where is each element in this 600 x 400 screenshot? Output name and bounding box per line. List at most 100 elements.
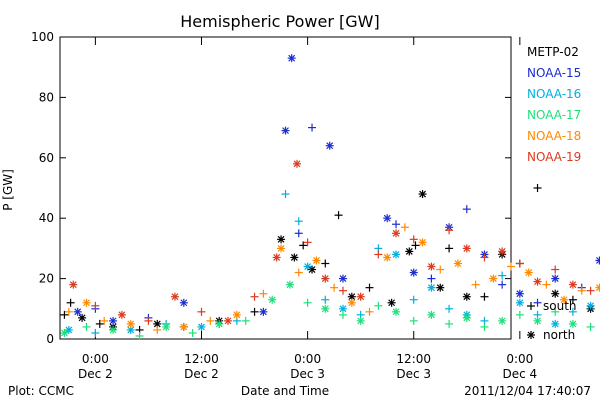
data-point bbox=[374, 301, 383, 310]
data-point bbox=[445, 244, 454, 253]
point-stroke bbox=[83, 299, 90, 307]
data-point bbox=[338, 274, 347, 283]
point-stroke bbox=[180, 323, 188, 331]
data-point bbox=[179, 322, 188, 331]
data-point bbox=[427, 262, 436, 271]
data-point bbox=[338, 286, 347, 295]
data-point bbox=[250, 307, 259, 316]
data-point bbox=[290, 253, 299, 262]
data-point bbox=[462, 313, 471, 322]
data-point bbox=[551, 319, 560, 328]
y-axis-ticks: 0 20 40 60 80 100 bbox=[31, 30, 511, 346]
y-tick-label: 40 bbox=[39, 211, 54, 225]
point-stroke bbox=[551, 275, 559, 283]
point-stroke bbox=[596, 259, 600, 264]
x-tick-date: Dec 2 bbox=[78, 367, 113, 381]
data-point bbox=[91, 301, 100, 310]
data-point bbox=[91, 328, 100, 337]
data-point bbox=[170, 292, 179, 301]
data-point bbox=[197, 322, 206, 331]
marker-legend: south north bbox=[527, 299, 577, 342]
data-point bbox=[277, 235, 286, 244]
marker-legend-label: south bbox=[543, 299, 577, 313]
data-point bbox=[325, 141, 334, 150]
data-point bbox=[82, 298, 91, 307]
point-stroke bbox=[569, 281, 577, 289]
data-point bbox=[489, 274, 498, 283]
data-point bbox=[135, 331, 144, 340]
x-tick-time: 0:00 bbox=[82, 352, 109, 366]
data-point bbox=[462, 205, 471, 214]
point-stroke bbox=[198, 323, 205, 331]
data-point bbox=[338, 310, 347, 319]
data-point bbox=[294, 217, 303, 226]
data-point bbox=[445, 319, 454, 328]
point-stroke bbox=[560, 296, 568, 304]
data-point bbox=[551, 265, 560, 274]
data-point bbox=[224, 316, 233, 325]
data-point bbox=[586, 322, 595, 331]
point-stroke bbox=[282, 127, 289, 135]
data-point bbox=[409, 295, 418, 304]
data-point bbox=[515, 259, 524, 268]
marker-legend-label: north bbox=[543, 328, 575, 342]
data-point bbox=[303, 298, 312, 307]
plot-frame bbox=[59, 36, 512, 340]
data-point bbox=[126, 319, 135, 328]
data-point bbox=[356, 292, 365, 301]
data-point bbox=[409, 235, 418, 244]
data-point bbox=[418, 190, 427, 199]
data-point bbox=[259, 307, 268, 316]
data-point bbox=[383, 214, 392, 223]
data-point bbox=[321, 295, 330, 304]
point-stroke bbox=[348, 299, 356, 307]
data-point bbox=[436, 283, 445, 292]
legend-series-label: NOAA-15 bbox=[527, 66, 581, 80]
data-point bbox=[411, 241, 420, 250]
data-point bbox=[405, 247, 414, 256]
point-stroke bbox=[392, 251, 400, 258]
data-point bbox=[524, 268, 533, 277]
data-point bbox=[507, 262, 515, 271]
point-stroke bbox=[215, 320, 223, 328]
y-tick-label: 60 bbox=[39, 151, 54, 165]
point-stroke bbox=[321, 275, 329, 283]
data-point bbox=[533, 298, 542, 307]
data-point bbox=[374, 250, 383, 259]
data-point bbox=[60, 328, 69, 337]
point-stroke bbox=[587, 302, 595, 310]
point-stroke bbox=[383, 214, 391, 222]
point-stroke bbox=[339, 305, 347, 313]
point-stroke bbox=[233, 311, 241, 319]
point-stroke bbox=[162, 323, 170, 331]
data-point bbox=[162, 322, 171, 331]
legend-series-label: NOAA-19 bbox=[527, 150, 581, 164]
data-point bbox=[498, 271, 507, 280]
point-stroke bbox=[273, 254, 281, 261]
x-tick-date: Dec 3 bbox=[290, 367, 325, 381]
data-point bbox=[308, 123, 317, 132]
point-stroke bbox=[463, 314, 471, 322]
plot-timestamp: 2011/12/04 17:40:07 bbox=[464, 384, 591, 398]
data-point bbox=[321, 259, 330, 268]
point-stroke bbox=[348, 293, 356, 301]
x-tick-date: Dec 2 bbox=[184, 367, 219, 381]
plot-credit: Plot: CCMC bbox=[8, 384, 74, 398]
data-point bbox=[533, 277, 542, 286]
point-stroke bbox=[454, 260, 462, 267]
x-tick-date: Dec 3 bbox=[396, 367, 431, 381]
legend-series-label: NOAA-17 bbox=[527, 108, 581, 122]
point-stroke bbox=[293, 160, 301, 168]
point-stroke bbox=[516, 299, 524, 307]
data-point bbox=[109, 316, 118, 325]
data-point bbox=[498, 316, 507, 325]
data-point bbox=[197, 307, 206, 316]
point-stroke bbox=[436, 284, 444, 292]
data-point bbox=[409, 268, 418, 277]
data-point bbox=[82, 322, 91, 331]
point-stroke bbox=[259, 308, 267, 316]
data-point bbox=[294, 229, 303, 238]
x-tick-time: 0:00 bbox=[506, 352, 533, 366]
data-point bbox=[568, 295, 577, 304]
